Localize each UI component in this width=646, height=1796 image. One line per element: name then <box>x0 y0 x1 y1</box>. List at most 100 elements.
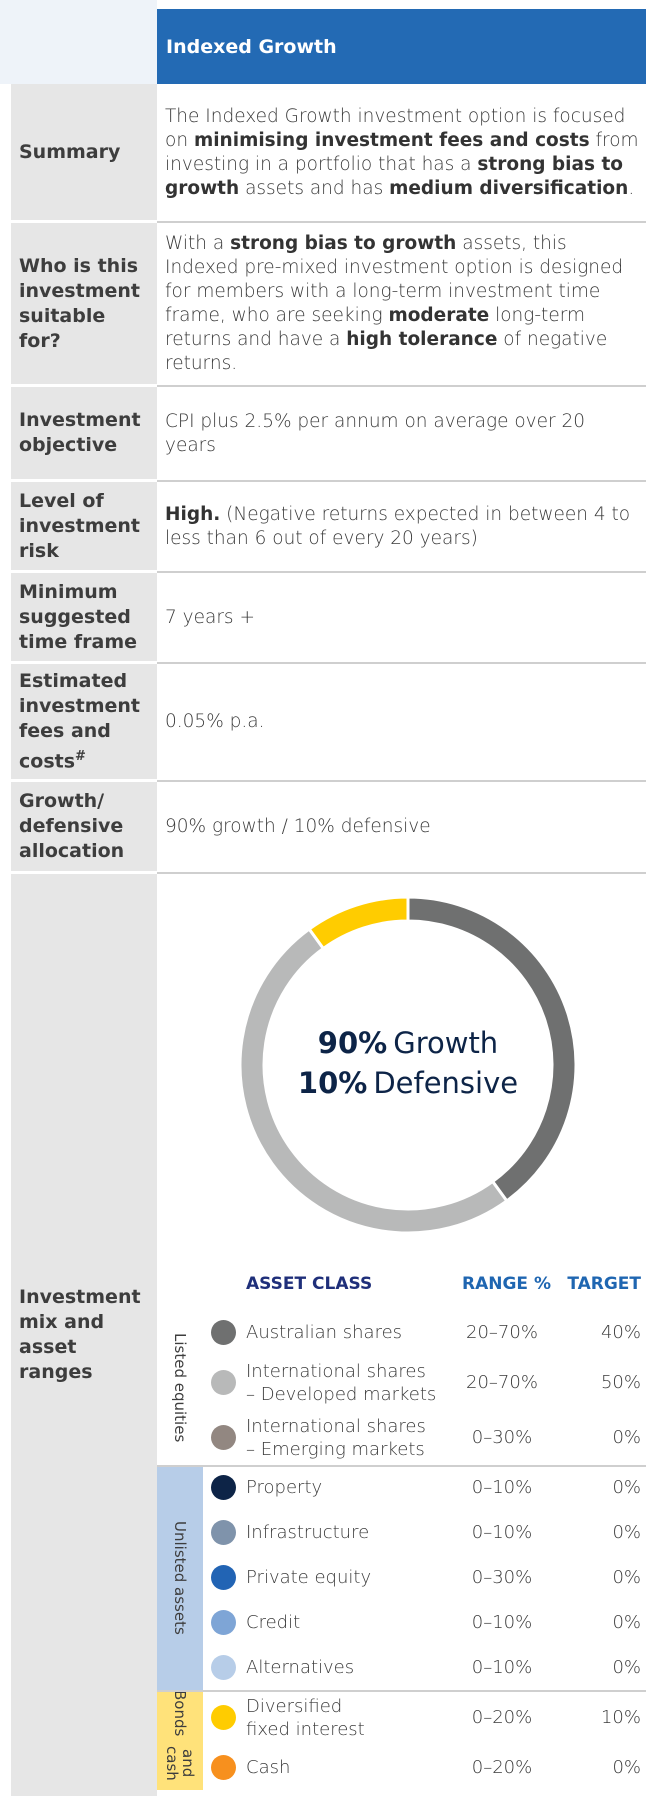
asset-dot <box>211 1755 236 1780</box>
asset-dot <box>211 1475 236 1500</box>
donut-segment <box>307 895 410 951</box>
asset-range: 20–70% <box>466 1321 538 1343</box>
asset-range: 0–10% <box>471 1521 533 1543</box>
asset-name-line: fixed interest <box>246 1718 365 1740</box>
asset-name: Alternatives <box>246 1656 354 1679</box>
group-label-line: Listed equities <box>171 1332 189 1443</box>
text-run: minimising investment fees and costs <box>193 129 590 151</box>
group-label: Bonds and cash <box>157 1690 203 1790</box>
content-text: With a strong bias to growth assets, thi… <box>165 232 640 376</box>
asset-name: International shares – Emerging markets <box>246 1415 426 1461</box>
label-text: Level of investment risk <box>19 489 140 562</box>
asset-target: 10% <box>600 1706 641 1728</box>
text-run: of negative returns. <box>165 329 608 374</box>
label-text: Summary <box>19 140 121 163</box>
text-run: strong bias to growth <box>165 153 624 199</box>
row-label: Growth/ defensive allocation <box>11 782 157 874</box>
row-content: 90% Growth 10% Defensive ASSET CLASS RANGE % T… <box>157 874 646 1796</box>
row-label: Estimated investment fees and costs# <box>11 664 157 782</box>
label-text: Who is this investment suitable for? <box>19 254 151 354</box>
text-run: With a <box>165 233 231 254</box>
label-text: Investment mix and asset ranges <box>19 1286 141 1383</box>
text-run: moderate <box>388 305 490 326</box>
group-separator <box>157 1690 646 1692</box>
text-run: medium diversification <box>389 177 629 199</box>
row-content: With a strong bias to growth assets, thi… <box>157 223 646 387</box>
asset-range: 0–20% <box>471 1756 533 1778</box>
row-content: CPI plus 2.5% per annum on average over … <box>157 387 646 482</box>
asset-range: 0–10% <box>471 1476 533 1498</box>
donut-center-label: 10% Defensive <box>298 1066 518 1100</box>
row-content: 90% growth / 10% defensive <box>157 782 646 874</box>
text-run: strong bias to growth <box>230 233 457 254</box>
asset-name-line: Infrastructure <box>246 1522 370 1543</box>
label-sup: # <box>75 748 86 764</box>
asset-target: 0% <box>612 1611 641 1633</box>
row-content: The Indexed Growth investment option is … <box>157 84 646 223</box>
asset-target: 0% <box>612 1566 641 1588</box>
row-content: 0.05% p.a. <box>157 664 646 782</box>
asset-range: 0–10% <box>471 1656 533 1678</box>
asset-dot <box>211 1425 236 1450</box>
asset-name-line: International shares <box>246 1415 426 1437</box>
asset-target: 50% <box>600 1371 641 1393</box>
asset-range: 0–30% <box>471 1426 533 1448</box>
header-title: Indexed Growth <box>157 9 646 84</box>
label-text: Minimum suggested time frame <box>19 580 151 655</box>
asset-name-line: Alternatives <box>246 1657 355 1678</box>
asset-target: 0% <box>612 1426 641 1448</box>
asset-range: 0–20% <box>471 1706 533 1728</box>
asset-target: 0% <box>612 1521 641 1543</box>
asset-range: 0–10% <box>471 1611 533 1633</box>
group-separator <box>157 1465 646 1467</box>
label-text: Growth/ defensive allocation <box>19 789 151 864</box>
text-run: 90% growth / 10% defensive <box>165 816 431 837</box>
asset-name-line: Australian shares <box>246 1322 403 1343</box>
asset-name-line: Private equity <box>246 1567 372 1588</box>
group-label-line: Bonds <box>171 1690 189 1737</box>
row-label: Investment mix and asset ranges <box>11 874 157 1796</box>
asset-dot <box>211 1705 236 1730</box>
column-header: RANGE % <box>462 1274 551 1294</box>
text-run: assets and has <box>239 177 390 199</box>
label-text: Investment objective <box>19 409 141 456</box>
asset-dot <box>211 1320 236 1345</box>
text-run: long-term returns and have a <box>165 305 585 350</box>
label-text: Investment objective <box>19 408 151 458</box>
row-label: Who is this investment suitable for? <box>11 223 157 387</box>
asset-target: 40% <box>600 1321 641 1343</box>
asset-name-line: – Developed markets <box>246 1383 437 1405</box>
content-text: 0.05% p.a. <box>165 710 265 734</box>
group-label: Unlisted assets <box>157 1465 203 1690</box>
center-text: Growth <box>393 1026 498 1060</box>
asset-name-line: Property <box>246 1477 323 1498</box>
text-run: assets, this Indexed pre-mixed investmen… <box>165 233 624 326</box>
label-text: Who is this investment suitable for? <box>19 254 140 352</box>
content-text: High. (Negative returns expected in betw… <box>165 503 640 551</box>
asset-name-line: – Emerging markets <box>246 1438 425 1460</box>
label-text: Estimated investment fees and costs <box>19 669 140 773</box>
row-label: Level of investment risk <box>11 482 157 573</box>
donut-center-label: 90% Growth <box>318 1026 498 1060</box>
asset-name-line: Cash <box>246 1757 291 1778</box>
corner <box>0 0 157 84</box>
asset-name: Infrastructure <box>246 1521 369 1544</box>
content-text: The Indexed Growth investment option is … <box>165 105 640 201</box>
text-run: 7 years + <box>165 606 255 628</box>
group-label: Listed equities <box>157 1310 203 1465</box>
asset-name-line: Diversified <box>246 1695 343 1717</box>
content-text: 90% growth / 10% defensive <box>165 815 431 839</box>
label-text: Minimum suggested time frame <box>19 580 138 653</box>
label-text: Growth/ defensive allocation <box>19 790 125 862</box>
row-content: 7 years + <box>157 573 646 664</box>
asset-dot <box>211 1655 236 1680</box>
text-run: high tolerance <box>346 329 498 350</box>
asset-dot <box>211 1370 236 1395</box>
asset-target: 0% <box>612 1756 641 1778</box>
text-run: The Indexed Growth investment option is … <box>165 105 626 151</box>
asset-name: Property <box>246 1476 322 1499</box>
label-text: Summary <box>19 140 120 165</box>
text-run: . <box>628 177 635 199</box>
asset-dot <box>211 1610 236 1635</box>
asset-target: 0% <box>612 1476 641 1498</box>
